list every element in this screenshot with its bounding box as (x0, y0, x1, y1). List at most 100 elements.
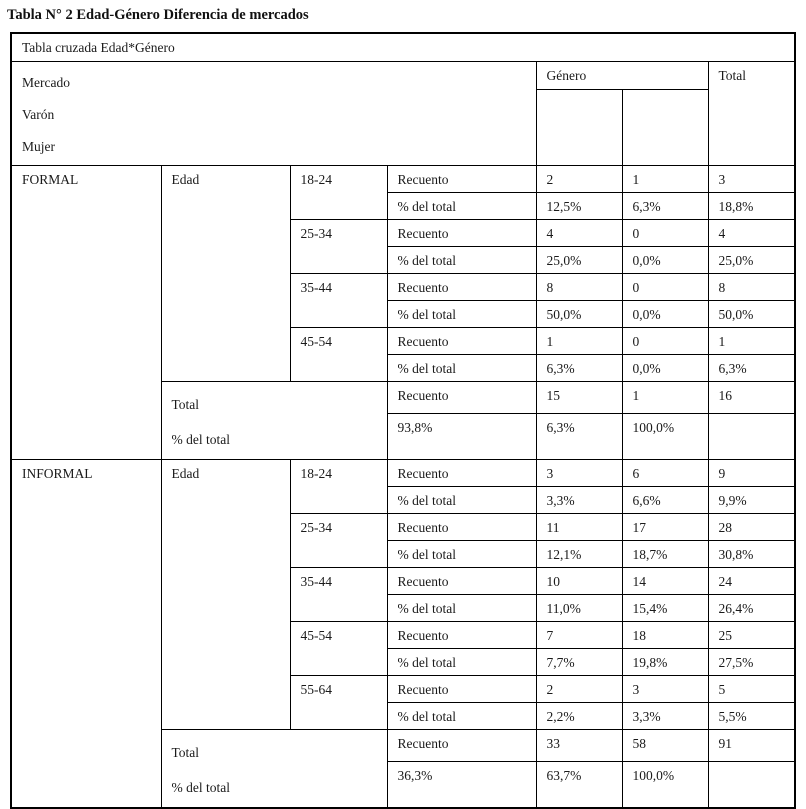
recuento-label-cell: Recuento (386, 458, 537, 487)
recuento-label-cell: Recuento (386, 620, 537, 649)
pct-value-cell: 26,4% (707, 593, 796, 622)
edad-cell: Edad (160, 458, 291, 730)
percent-row: % del total 2,2% 3,3% 5,5% (11, 701, 796, 730)
pct-label-cell: % del total (386, 299, 537, 328)
age-group-cell: 18-24 (289, 458, 388, 514)
total-count-value-cell: 91 (707, 728, 796, 763)
percent-row: % del total 25,0% 0,0% 25,0% (11, 245, 796, 274)
recuento-label-cell: Recuento (386, 512, 537, 541)
count-row: 45-54 Recuento 7 18 25 (11, 620, 796, 676)
count-value-cell: 28 (707, 512, 796, 541)
pct-value-cell: 18,7% (621, 539, 709, 568)
table-header-row: Mercado Varón Mujer Género Total (10, 60, 796, 166)
count-row: 45-54 Recuento 1 0 1 (11, 326, 796, 382)
count-row: 55-64 Recuento 2 3 5 (11, 674, 796, 730)
pct-value-cell: 25,0% (535, 245, 623, 274)
document-title: Tabla N° 2 Edad-Género Diferencia de mer… (7, 7, 309, 23)
pct-value-cell: 19,8% (621, 647, 709, 676)
count-value-cell: 1 (621, 164, 709, 193)
percent-row: % del total 12,5% 6,3% 18,8% (11, 191, 796, 220)
pct-value-cell: 30,8% (707, 539, 796, 568)
count-row: FORMAL Edad 18-24 Recuento 2 1 3 (10, 164, 796, 460)
section-total-percent-row: 93,8% 6,3% 100,0% (11, 412, 796, 460)
pct-value-cell: 50,0% (707, 299, 796, 328)
pct-label-cell: % del total (386, 701, 537, 730)
pct-value-cell: 6,3% (535, 353, 623, 382)
pct-value-cell: 5,5% (707, 701, 796, 730)
header-mercado-label: Mercado (22, 74, 70, 90)
total-pct-value-cell: 100,0% (621, 761, 709, 808)
pct-label-cell: % del total (386, 647, 537, 676)
recuento-label-cell: Recuento (386, 380, 537, 414)
pct-value-cell: 15,4% (621, 593, 709, 622)
total-count-value-cell: 58 (621, 728, 709, 763)
header-left-cell: Mercado Varón Mujer (10, 60, 537, 166)
header-total-cell: Total (707, 60, 796, 166)
pct-value-cell: 7,7% (535, 647, 623, 676)
total-label-line: Total (171, 744, 200, 760)
count-value-cell: 7 (535, 620, 623, 649)
age-group-cell: 55-64 (289, 674, 388, 730)
pct-label-cell: % del total (386, 353, 537, 382)
empty-cell (707, 412, 796, 460)
table-caption-row: Tabla cruzada Edad*Género (10, 32, 796, 62)
empty-cell (707, 761, 796, 808)
pct-value-cell: 18,8% (707, 191, 796, 220)
total-label-line: % del total (171, 779, 230, 795)
pct-value-cell: 3,3% (535, 485, 623, 514)
count-value-cell: 3 (535, 458, 623, 487)
total-label-line: Total (171, 396, 200, 412)
recuento-label-cell: Recuento (386, 566, 537, 595)
age-group-cell: 45-54 (289, 620, 388, 676)
count-value-cell: 8 (535, 272, 623, 301)
count-value-cell: 24 (707, 566, 796, 595)
section-total-count-row: Total % del total Recuento 15 1 16 (11, 380, 796, 460)
total-count-value-cell: 15 (535, 380, 623, 414)
age-group-cell: 35-44 (289, 566, 388, 622)
recuento-label-cell: Recuento (386, 728, 537, 763)
total-count-value-cell: 33 (535, 728, 623, 763)
count-value-cell: 18 (621, 620, 709, 649)
pct-value-cell: 50,0% (535, 299, 623, 328)
count-value-cell: 3 (707, 164, 796, 193)
pct-value-cell: 12,1% (535, 539, 623, 568)
count-value-cell: 4 (535, 218, 623, 247)
count-value-cell: 2 (535, 164, 623, 193)
header-sub-varon-cell (535, 88, 623, 166)
section-total-label-cell: Total % del total (160, 380, 388, 460)
total-label-line: % del total (171, 431, 230, 447)
pct-value-cell: 27,5% (707, 647, 796, 676)
count-value-cell: 0 (621, 272, 709, 301)
count-row: 25-34 Recuento 11 17 28 (11, 512, 796, 568)
pct-value-cell: 3,3% (621, 701, 709, 730)
recuento-label-cell: Recuento (386, 218, 537, 247)
header-mujer-label: Mujer (22, 138, 55, 154)
pct-value-cell: 6,3% (707, 353, 796, 382)
count-row: INFORMAL Edad 18-24 Recuento 3 6 9 (10, 458, 796, 808)
count-value-cell: 5 (707, 674, 796, 703)
count-value-cell: 3 (621, 674, 709, 703)
count-value-cell: 0 (621, 218, 709, 247)
count-value-cell: 17 (621, 512, 709, 541)
header-varon-label: Varón (22, 106, 55, 122)
crosstab-table: Tabla cruzada Edad*Género Mercado Varón … (10, 32, 797, 809)
pct-value-cell: 0,0% (621, 245, 709, 274)
count-value-cell: 2 (535, 674, 623, 703)
pct-value-cell: 0,0% (621, 353, 709, 382)
pct-value-cell: 6,3% (621, 191, 709, 220)
recuento-label-cell: Recuento (386, 272, 537, 301)
count-value-cell: 11 (535, 512, 623, 541)
total-pct-value-cell: 6,3% (535, 412, 623, 460)
header-sub-mujer-cell (621, 88, 709, 166)
pct-value-cell: 2,2% (535, 701, 623, 730)
age-group-cell: 25-34 (289, 218, 388, 274)
pct-value-cell: 25,0% (707, 245, 796, 274)
count-row: 25-34 Recuento 4 0 4 (11, 218, 796, 274)
pct-label-cell: % del total (386, 593, 537, 622)
age-group-cell: 18-24 (289, 164, 388, 220)
section-total-label-cell: Total % del total (160, 728, 388, 808)
count-value-cell: 1 (535, 326, 623, 355)
total-count-value-cell: 16 (707, 380, 796, 414)
total-pct-value-cell: 93,8% (386, 412, 537, 460)
percent-row: % del total 11,0% 15,4% 26,4% (11, 593, 796, 622)
